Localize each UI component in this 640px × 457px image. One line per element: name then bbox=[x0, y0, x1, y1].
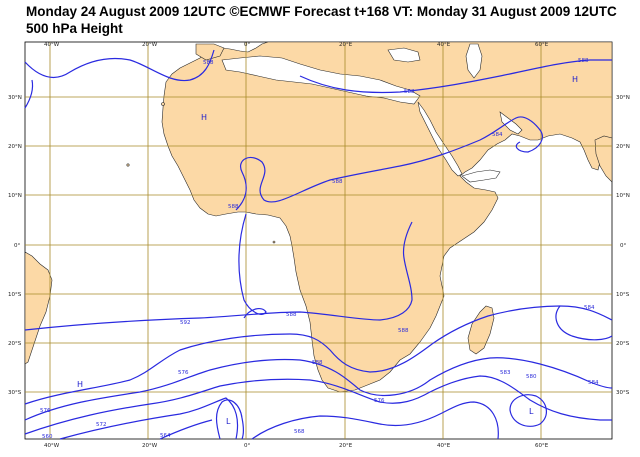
canary-islands bbox=[161, 102, 165, 106]
height-contours bbox=[24, 49, 613, 440]
madagascar bbox=[467, 305, 495, 355]
lat-label: 30°N bbox=[616, 95, 630, 101]
right-latitude-labels: 30°N 20°N 10°N 0° 10°S 20°S 30°S bbox=[616, 95, 630, 396]
lon-label: 60°E bbox=[535, 443, 549, 449]
contour-label: 572 bbox=[96, 422, 107, 428]
lon-label: 40°E bbox=[437, 443, 451, 449]
persian-gulf bbox=[499, 111, 523, 135]
contour-580 bbox=[24, 357, 613, 421]
left-latitude-labels: 30°N 20°N 10°N 0° 10°S 20°S 30°S bbox=[8, 95, 22, 396]
contour-label: 576 bbox=[374, 398, 385, 404]
contour-label: 588 bbox=[286, 312, 297, 318]
contour-label: 584 bbox=[492, 132, 503, 138]
contour-label: 584 bbox=[584, 305, 595, 311]
lat-label: 10°S bbox=[8, 292, 22, 298]
lat-label: 30°S bbox=[616, 390, 630, 396]
lon-label: 20°E bbox=[339, 42, 353, 48]
lat-label: 20°S bbox=[8, 341, 22, 347]
lon-label: 0° bbox=[244, 443, 250, 449]
south-america bbox=[24, 251, 53, 365]
low-center: L bbox=[226, 417, 231, 426]
india bbox=[594, 135, 613, 183]
contour-584 bbox=[555, 305, 613, 341]
map-title: Monday 24 August 2009 12UTC ©ECMWF Forec… bbox=[26, 4, 617, 19]
contour-564 bbox=[159, 419, 213, 440]
contour-label: 588 bbox=[332, 179, 343, 185]
lon-label: 60°E bbox=[535, 42, 549, 48]
contour-588-upper bbox=[24, 79, 34, 109]
top-longitude-labels: 40°W 20°W 0° 20°E 40°E 60°E bbox=[44, 42, 549, 48]
cape-verde bbox=[126, 163, 130, 167]
contour-588-south bbox=[24, 305, 613, 405]
lat-label: 30°N bbox=[8, 95, 22, 101]
high-center: H bbox=[201, 113, 207, 122]
red-sea bbox=[417, 101, 463, 177]
lat-label: 30°S bbox=[8, 390, 22, 396]
lon-label: 40°W bbox=[44, 42, 60, 48]
contour-label: 564 bbox=[160, 433, 171, 439]
lon-label: 40°E bbox=[437, 42, 451, 48]
gulf-of-aden bbox=[461, 169, 501, 183]
contour-572 bbox=[59, 397, 239, 440]
land-layer bbox=[24, 41, 613, 393]
contour-576 bbox=[24, 375, 612, 435]
contour-label: 588 bbox=[404, 89, 415, 95]
lat-label: 20°S bbox=[616, 341, 630, 347]
lat-label: 20°N bbox=[8, 144, 22, 150]
contour-588-sahara bbox=[235, 116, 543, 211]
lat-label: 20°N bbox=[616, 144, 630, 150]
lon-label: 20°W bbox=[142, 42, 158, 48]
contour-label: 592 bbox=[180, 320, 191, 326]
black-sea bbox=[387, 47, 421, 63]
iberia bbox=[195, 43, 225, 61]
contour-568 bbox=[251, 401, 499, 440]
contour-label: 584 bbox=[588, 380, 599, 386]
map-subtitle: 500 hPa Height bbox=[26, 21, 123, 36]
contour-label: 588 bbox=[398, 328, 409, 334]
lon-label: 0° bbox=[244, 42, 250, 48]
contour-588-arabia bbox=[299, 59, 612, 94]
contour-label: 588 bbox=[312, 360, 323, 366]
contour-label: 583 bbox=[500, 370, 511, 376]
contour-labels: 588 588 588 584 588 588 592 588 588 584 … bbox=[40, 58, 599, 440]
contour-564-low bbox=[509, 394, 547, 427]
bottom-longitude-labels: 40°W 20°W 0° 20°E 40°E 60°E bbox=[44, 443, 549, 449]
pressure-centers: H H H L L bbox=[77, 75, 578, 426]
contour-588-north bbox=[24, 49, 215, 82]
contour-label: 576 bbox=[40, 408, 51, 414]
contour-592 bbox=[24, 221, 413, 331]
contour-label: 588 bbox=[203, 60, 214, 66]
contour-label: 560 bbox=[42, 434, 53, 440]
lat-label: 0° bbox=[14, 243, 20, 249]
lon-label: 20°E bbox=[339, 443, 353, 449]
contour-label: 588 bbox=[228, 204, 239, 210]
contour-label: 580 bbox=[526, 374, 537, 380]
lat-label: 0° bbox=[620, 243, 626, 249]
contour-label: 568 bbox=[294, 429, 305, 435]
lat-label: 10°S bbox=[616, 292, 630, 298]
sao-tome bbox=[272, 240, 276, 244]
contour-label: 588 bbox=[578, 58, 589, 64]
caspian-sea bbox=[465, 43, 483, 79]
lat-label: 10°N bbox=[616, 193, 630, 199]
contour-588-south-atlantic bbox=[238, 213, 267, 319]
contour-560 bbox=[215, 399, 245, 440]
high-center: H bbox=[77, 380, 83, 389]
lon-label: 40°W bbox=[44, 443, 60, 449]
low-center: L bbox=[529, 407, 534, 416]
contour-label: 576 bbox=[178, 370, 189, 376]
lon-label: 20°W bbox=[142, 443, 158, 449]
graticule bbox=[25, 42, 612, 439]
lat-label: 10°N bbox=[8, 193, 22, 199]
high-center: H bbox=[572, 75, 578, 84]
